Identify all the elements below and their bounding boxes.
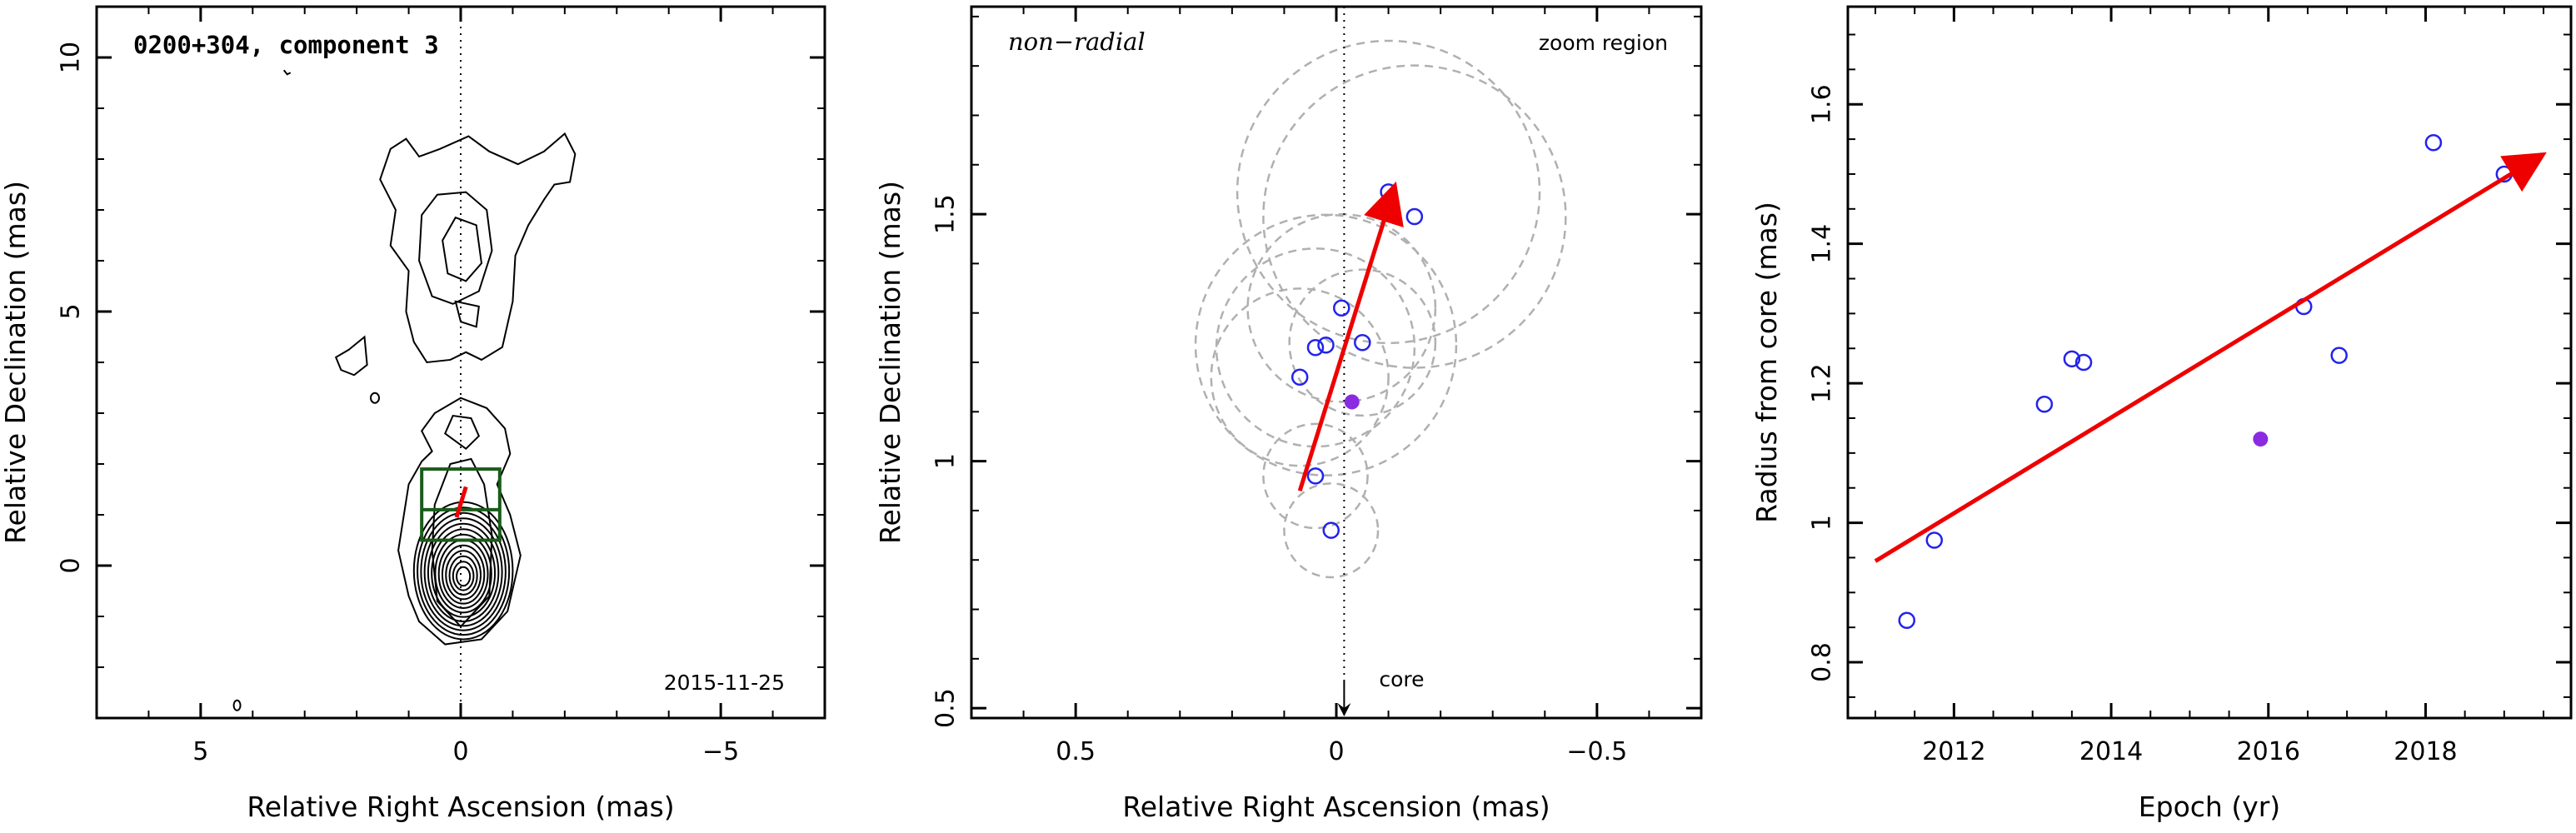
p2-component-positions xyxy=(1290,183,1424,539)
component-position-point xyxy=(1306,338,1325,357)
panel-radius-epoch: 2012 2014 2016 2018 0.8 1 1.2 1.4 1.6 Epoch (yr)… xyxy=(1750,5,2573,823)
x-tick-label: 2018 xyxy=(2394,737,2457,766)
isolated-contour xyxy=(232,699,242,711)
y-tick-label: 1.6 xyxy=(1808,84,1837,124)
component-size-circle xyxy=(1262,422,1369,530)
core-contour xyxy=(445,550,482,601)
component-size-circle xyxy=(1236,39,1541,345)
core-contour xyxy=(434,533,492,614)
x-tick-label: 2016 xyxy=(2237,737,2300,766)
core-contour xyxy=(420,511,507,631)
p1-y-axis-title: Relative Declination (mas) xyxy=(0,181,32,544)
radius-point xyxy=(2035,395,2054,413)
component-position-point xyxy=(1354,334,1371,352)
core-contour xyxy=(456,566,472,587)
component-position-point xyxy=(1317,336,1335,354)
p3-x-axis-title: Epoch (yr) xyxy=(2139,791,2280,823)
y-tick-label: 1 xyxy=(1808,515,1837,531)
panel-zoom-region: 0.5 0 −0.5 0.5 1 1.5 non−radial zoom region c… xyxy=(874,5,1703,823)
isolated-contour xyxy=(282,69,292,76)
zoom-region-box xyxy=(420,467,502,542)
radius-point xyxy=(2063,350,2081,368)
radius-point xyxy=(1925,531,1944,549)
component-size-circle xyxy=(1262,64,1567,369)
radius-point xyxy=(1898,611,1916,630)
radius-point xyxy=(2424,134,2443,152)
p1-ticks: 5 0 −5 0 5 10 xyxy=(57,6,826,766)
p3-radius-points xyxy=(1898,134,2514,630)
x-tick-label: 2012 xyxy=(1922,737,1985,766)
north-lobe-small-contour xyxy=(454,300,480,328)
p2-x-axis-title: Relative Right Ascension (mas) xyxy=(1122,791,1550,823)
x-tick-label: −5 xyxy=(702,737,739,766)
component-track xyxy=(454,486,468,518)
radius-point xyxy=(2330,347,2348,364)
x-tick-label: 0.5 xyxy=(1056,737,1096,766)
component-position-point xyxy=(1333,299,1350,317)
north-lobe-peak-contour xyxy=(442,216,483,282)
component-size-circles xyxy=(1194,39,1567,579)
p2-ticks: 0.5 0 −0.5 0.5 1 1.5 xyxy=(931,7,1701,766)
p1-plot-area xyxy=(232,7,577,718)
p3-y-axis-title: Radius from core (mas) xyxy=(1750,202,1783,523)
p2-annotation-zoom-region: zoom region xyxy=(1539,31,1668,55)
panel-contour-map: 5 0 −5 0 5 10 0200+304, component 3 2015-11-2… xyxy=(0,5,826,823)
y-tick-label: 1.4 xyxy=(1808,224,1837,264)
north-lobe-contour xyxy=(379,132,577,364)
p3-axes-frame xyxy=(1846,5,2573,720)
p1-annotation-title: 0200+304, component 3 xyxy=(133,31,439,59)
p3-trend-arrow xyxy=(1874,152,2547,563)
core-knot-contour xyxy=(444,414,481,451)
core-contour xyxy=(441,544,486,605)
isolated-contour xyxy=(334,335,368,377)
core-contour xyxy=(448,555,478,596)
x-tick-label: 0 xyxy=(452,737,468,766)
component-size-circle xyxy=(1246,212,1437,403)
p2-core-label: core xyxy=(1379,667,1424,691)
p2-highlight-point xyxy=(1344,394,1360,410)
isolated-contour xyxy=(369,392,380,404)
p2-annotation-nonradial: non−radial xyxy=(1008,27,1146,56)
x-tick-label: 0 xyxy=(1328,737,1344,766)
y-tick-label: 1.2 xyxy=(1808,363,1837,403)
radius-point xyxy=(2074,353,2093,372)
component-position-point xyxy=(1322,521,1340,539)
core-contour xyxy=(423,517,503,627)
p1-x-axis-title: Relative Right Ascension (mas) xyxy=(247,791,674,823)
p2-axes-frame xyxy=(970,5,1703,720)
x-tick-label: 5 xyxy=(192,737,208,766)
core-outer-contour xyxy=(397,397,522,646)
core-contour xyxy=(431,528,497,618)
p2-y-axis-title: Relative Declination (mas) xyxy=(874,181,906,544)
p1-annotation-date: 2015-11-25 xyxy=(664,671,785,695)
y-tick-label: 0.5 xyxy=(931,688,961,728)
component-position-point xyxy=(1290,368,1309,387)
contour-lines xyxy=(232,69,577,711)
y-tick-label: 10 xyxy=(57,42,86,73)
y-tick-label: 1 xyxy=(931,453,961,469)
y-tick-label: 1.5 xyxy=(931,194,961,234)
component-size-circle xyxy=(1283,482,1380,579)
p2-motion-vector xyxy=(1297,181,1404,491)
p3-ticks: 2012 2014 2016 2018 0.8 1 1.2 1.4 1.6 xyxy=(1808,7,2571,766)
p3-highlight-point xyxy=(2253,431,2269,447)
north-lobe-inner-contour xyxy=(418,191,493,305)
core-contour xyxy=(452,561,475,591)
core-contour xyxy=(427,522,500,623)
x-tick-label: 2014 xyxy=(2079,737,2143,766)
component-size-circle xyxy=(1210,287,1390,467)
component-size-circle xyxy=(1215,247,1416,448)
component-position-point xyxy=(1405,207,1424,226)
y-tick-label: 5 xyxy=(57,303,86,319)
y-tick-label: 0 xyxy=(57,557,86,573)
component-size-circle xyxy=(1288,268,1437,417)
component-position-point xyxy=(1306,467,1325,485)
x-tick-label: −0.5 xyxy=(1566,737,1627,766)
core-contour xyxy=(417,506,511,636)
y-tick-label: 0.8 xyxy=(1808,642,1837,682)
